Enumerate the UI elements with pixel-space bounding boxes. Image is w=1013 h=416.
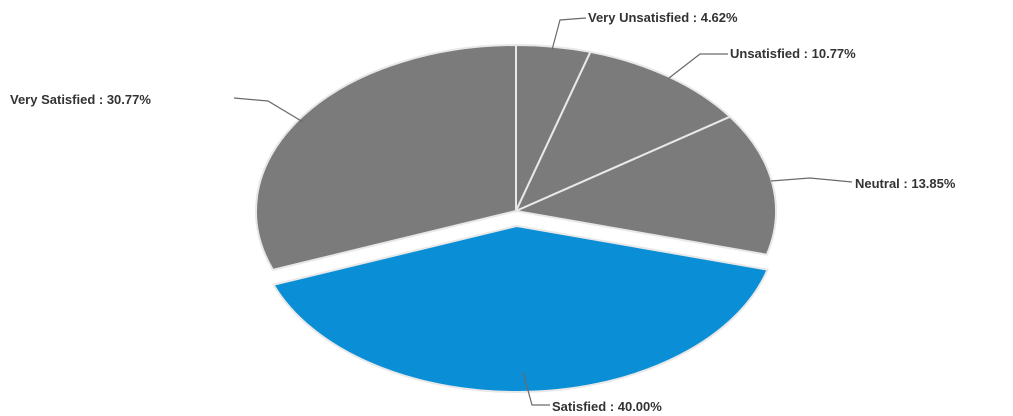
slice-labels: Very Unsatisfied : 4.62% Unsatisfied : 10… bbox=[10, 10, 956, 414]
leader-lines bbox=[233, 17, 853, 406]
slice-label-neutral: Neutral : 13.85% bbox=[855, 176, 956, 191]
slice-label-satisfied: Satisfied : 40.00% bbox=[552, 399, 662, 414]
pie-slices bbox=[255, 43, 777, 393]
slice-label-very-satisfied: Very Satisfied : 30.77% bbox=[10, 92, 151, 107]
leader-line-very-satisfied bbox=[233, 97, 304, 123]
leader-line-neutral bbox=[770, 177, 853, 183]
pie-slice-neutral bbox=[512, 115, 777, 256]
leader-line-very-unsatisfied bbox=[551, 17, 587, 51]
pie-slice-satisfied bbox=[272, 224, 769, 393]
pie-slice-very-satisfied bbox=[255, 43, 517, 271]
pie-slice-unsatisfied bbox=[513, 50, 732, 213]
leader-line-satisfied bbox=[522, 371, 550, 406]
slice-label-unsatisfied: Unsatisfied : 10.77% bbox=[730, 46, 856, 61]
slice-label-very-unsatisfied: Very Unsatisfied : 4.62% bbox=[588, 10, 738, 25]
leader-line-unsatisfied bbox=[668, 53, 728, 79]
